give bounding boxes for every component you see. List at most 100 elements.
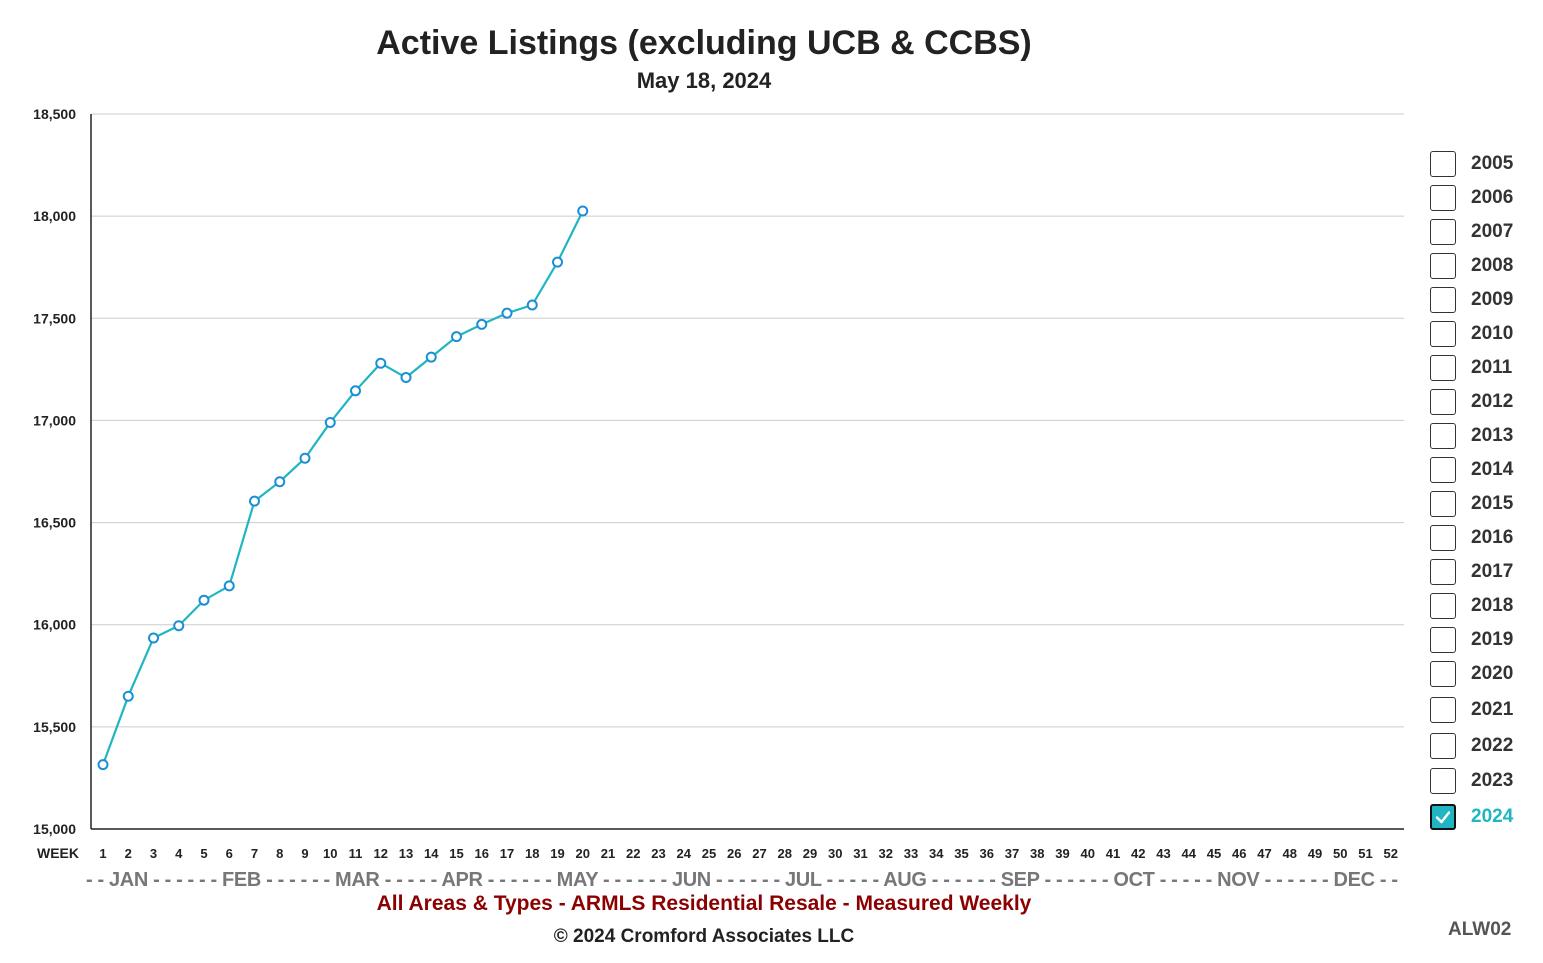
data-point — [148, 632, 159, 644]
legend-label: 2021 — [1471, 698, 1514, 720]
legend-checkbox[interactable] — [1430, 491, 1456, 517]
x-tick-label: 2 — [125, 846, 132, 861]
legend-label: 2009 — [1471, 289, 1514, 310]
x-tick-label: 16 — [475, 846, 489, 861]
data-point — [249, 495, 260, 507]
x-tick-label: 29 — [803, 846, 817, 861]
legend-checkbox[interactable] — [1430, 804, 1456, 831]
legend-item-2010[interactable]: 2010 — [1430, 320, 1513, 348]
legend-checkbox[interactable] — [1430, 661, 1456, 687]
x-tick-label: 52 — [1384, 846, 1398, 861]
grid-lines — [91, 113, 1404, 728]
x-tick-label: 42 — [1131, 846, 1145, 861]
legend-item-2013[interactable]: 2013 — [1430, 422, 1513, 450]
data-point — [400, 372, 412, 384]
x-tick-labels: 1 2 3 4 5 6 7 8 9 10 11 12 13 14 15 16 17 18 19 20 21 22 23 24 2… — [99, 846, 1398, 861]
x-tick-label: 36 — [980, 846, 994, 861]
x-tick-label: 23 — [651, 846, 665, 861]
x-tick-label: 17 — [500, 846, 514, 861]
legend-checkbox[interactable] — [1430, 355, 1456, 381]
x-axis-label: WEEK — [37, 845, 79, 861]
legend-item-2011[interactable]: 2011 — [1430, 354, 1512, 382]
legend-item-2024[interactable]: 2024 — [1430, 803, 1513, 831]
data-point — [577, 205, 589, 217]
legend-checkbox[interactable] — [1430, 287, 1456, 313]
data-point — [375, 357, 387, 369]
x-tick-label: 45 — [1207, 846, 1221, 861]
chart-title: Active Listings (excluding UCB & CCBS) — [376, 24, 1032, 62]
legend-item-2022[interactable]: 2022 — [1430, 732, 1513, 760]
legend-item-2014[interactable]: 2014 — [1430, 456, 1513, 484]
x-tick-label: 38 — [1030, 846, 1044, 861]
x-tick-label: 24 — [677, 846, 692, 861]
legend-item-2009[interactable]: 2009 — [1430, 286, 1513, 314]
x-tick-label: 32 — [879, 846, 893, 861]
x-tick-label: 14 — [424, 846, 439, 861]
x-tick-label: 22 — [626, 846, 640, 861]
legend-checkbox[interactable] — [1430, 389, 1456, 415]
x-tick-label: 21 — [601, 846, 615, 861]
data-point — [350, 385, 361, 397]
y-tick-label: 15,000 — [33, 821, 76, 837]
x-tick-label: 26 — [727, 846, 741, 861]
x-tick-label: 39 — [1055, 846, 1069, 861]
x-tick-label: 12 — [374, 846, 388, 861]
x-tick-label: 8 — [276, 846, 283, 861]
legend-label: 2007 — [1471, 221, 1514, 242]
legend-checkbox[interactable] — [1430, 219, 1456, 245]
legend-checkbox[interactable] — [1430, 185, 1456, 211]
legend-item-2008[interactable]: 2008 — [1430, 252, 1513, 280]
x-tick-label: 7 — [251, 846, 258, 861]
legend-label: 2011 — [1471, 357, 1513, 378]
legend-item-2012[interactable]: 2012 — [1430, 388, 1513, 416]
legend-checkbox[interactable] — [1430, 627, 1456, 653]
legend-item-2021[interactable]: 2021 — [1430, 696, 1513, 724]
legend-item-2005[interactable]: 2005 — [1430, 150, 1513, 178]
legend-item-2015[interactable]: 2015 — [1430, 490, 1513, 518]
x-tick-label: 31 — [853, 846, 867, 861]
data-point — [198, 594, 210, 606]
x-tick-label: 33 — [904, 846, 918, 861]
legend-label: 2005 — [1471, 153, 1514, 174]
legend-item-2006[interactable]: 2006 — [1430, 184, 1513, 212]
legend-item-2020[interactable]: 2020 — [1430, 660, 1513, 688]
x-tick-label: 20 — [576, 846, 590, 861]
legend-checkbox[interactable] — [1430, 525, 1456, 551]
y-tick-labels: 15,000 15,500 16,000 16,500 17,000 17,500 18,0… — [33, 106, 76, 837]
x-tick-label: 1 — [99, 846, 106, 861]
legend-item-2019[interactable]: 2019 — [1430, 626, 1513, 654]
legend-checkbox[interactable] — [1430, 321, 1456, 347]
x-tick-label: 3 — [150, 846, 157, 861]
legend-label: 2022 — [1471, 734, 1514, 756]
axes — [90, 114, 1404, 830]
legend-checkbox[interactable] — [1430, 559, 1456, 585]
legend-item-2016[interactable]: 2016 — [1430, 524, 1513, 552]
legend-label: 2018 — [1471, 595, 1514, 616]
data-point — [501, 307, 513, 319]
legend-checkbox[interactable] — [1430, 457, 1456, 483]
legend-checkbox[interactable] — [1430, 768, 1456, 795]
legend-item-2023[interactable]: 2023 — [1430, 767, 1513, 795]
x-tick-label: 41 — [1106, 846, 1120, 861]
legend-label: 2008 — [1471, 255, 1514, 276]
x-tick-label: 27 — [752, 846, 766, 861]
legend-checkbox[interactable] — [1430, 732, 1456, 759]
x-tick-label: 50 — [1333, 846, 1347, 861]
x-tick-label: 25 — [702, 846, 716, 861]
legend-item-2018[interactable]: 2018 — [1430, 592, 1513, 620]
data-point — [476, 318, 488, 330]
legend-checkbox[interactable] — [1430, 593, 1456, 619]
x-tick-label: 4 — [175, 846, 183, 861]
legend-checkbox[interactable] — [1430, 423, 1456, 449]
x-tick-label: 13 — [399, 846, 413, 861]
legend-checkbox[interactable] — [1430, 696, 1456, 723]
data-point — [274, 476, 286, 488]
x-tick-label: 44 — [1182, 846, 1197, 861]
legend-label: 2006 — [1471, 187, 1514, 208]
legend-item-2017[interactable]: 2017 — [1430, 558, 1513, 586]
data-point — [451, 331, 462, 343]
series-2024 — [97, 205, 589, 771]
legend-item-2007[interactable]: 2007 — [1430, 218, 1513, 246]
legend-checkbox[interactable] — [1430, 253, 1456, 279]
legend-checkbox[interactable] — [1430, 151, 1456, 177]
